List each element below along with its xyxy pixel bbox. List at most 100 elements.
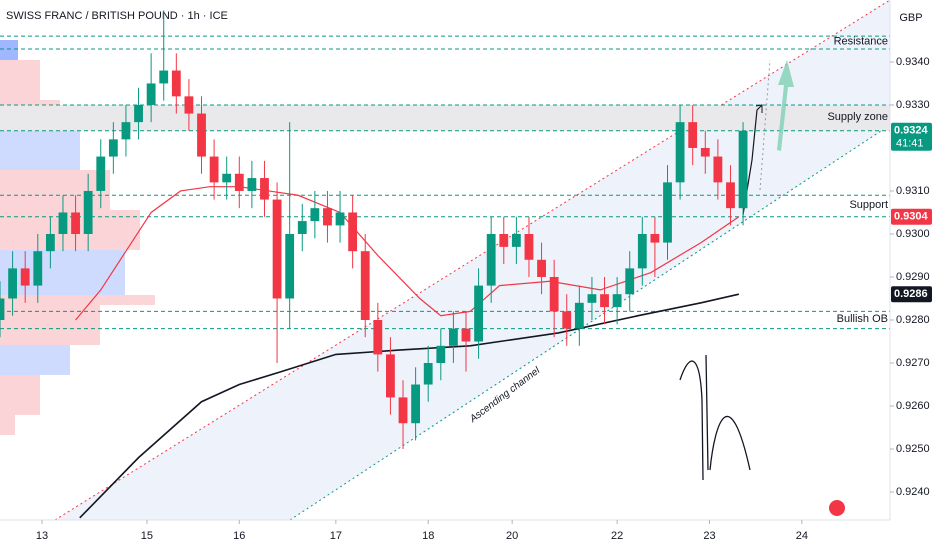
candle-body [134, 104, 143, 123]
chart-title: SWISS FRANC / BRITISH POUND · 1h · ICE [6, 10, 228, 22]
candle-body [726, 182, 735, 209]
candle-body [713, 156, 723, 183]
x-tick-label: 17 [330, 530, 342, 542]
candle-body [398, 397, 408, 424]
x-tick-label: 23 [703, 530, 715, 542]
candle-body [184, 96, 194, 114]
x-tick-label: 22 [611, 530, 623, 542]
candle-body [474, 285, 483, 342]
candle-body [587, 294, 597, 303]
candle-body [197, 113, 206, 157]
candle-body [486, 233, 496, 286]
candle-body [738, 130, 748, 209]
candle-body [637, 233, 647, 269]
projection-dotted [759, 59, 771, 191]
price-badge-label: 0.9286 [894, 288, 928, 300]
sketch [679, 354, 751, 481]
x-tick-label: 15 [141, 530, 153, 542]
target-arrow [777, 60, 794, 151]
candle-body [688, 122, 698, 148]
candle-body [461, 328, 471, 342]
y-tick-label: 0.9330 [896, 99, 930, 111]
zone-label: Bullish OB [837, 313, 888, 325]
y-tick-label: 0.9280 [896, 314, 930, 326]
channel-upper [54, 0, 891, 521]
candle-body [234, 173, 244, 191]
zone-label: Supply zone [827, 111, 888, 123]
candle-body [600, 294, 609, 308]
candle-body [448, 328, 458, 346]
candle-body [650, 233, 660, 243]
price-badge-label: 0.9324 [894, 125, 929, 137]
candle-body [8, 268, 18, 299]
candle-body [96, 156, 106, 191]
candle-body [625, 268, 635, 295]
candle-body [499, 233, 509, 247]
candle-body [663, 182, 672, 243]
candle-body [549, 276, 559, 312]
moving-average [79, 293, 740, 519]
candle-body [209, 156, 219, 183]
candle-body [562, 311, 572, 329]
candle-body [537, 259, 546, 277]
currency: GBP [899, 12, 922, 24]
candle-body [146, 83, 156, 105]
candle-body [45, 233, 55, 252]
price-badge [891, 122, 932, 151]
candle-body [436, 345, 446, 364]
y-tick-label: 0.9290 [896, 271, 930, 283]
candle-body [0, 298, 5, 320]
event-icon[interactable] [829, 500, 845, 516]
x-tick-label: 20 [506, 530, 518, 542]
x-tick-label: 16 [233, 530, 245, 542]
y-tick-label: 0.9250 [896, 443, 930, 455]
y-tick-label: 0.9340 [896, 56, 930, 68]
y-tick-label: 0.9310 [896, 185, 930, 197]
price-badge-label: 0.9304 [894, 211, 929, 223]
candle-body [511, 233, 521, 247]
candle-body [411, 384, 421, 424]
candle-body [121, 122, 131, 140]
candle-body [20, 268, 30, 286]
projection-arrow [742, 104, 763, 216]
price-badge [891, 208, 932, 225]
candle-body [247, 178, 257, 191]
candle-body [612, 294, 622, 308]
zone-label: Support [849, 199, 888, 211]
arrow-head [755, 104, 763, 113]
x-tick-label: 18 [422, 530, 434, 542]
y-tick-label: 0.9240 [896, 486, 930, 498]
candle-body [272, 199, 282, 299]
price-badge-timer: 41:41 [896, 138, 924, 150]
candle-body [71, 212, 80, 234]
candle-body [335, 212, 345, 226]
candle-body [700, 147, 710, 157]
candle-body [33, 251, 43, 286]
candle-body [222, 173, 232, 183]
y-tick-label: 0.9260 [896, 400, 930, 412]
candle-body [159, 70, 169, 84]
candle-body [423, 363, 433, 385]
candle-body [348, 212, 358, 252]
candle-body [83, 190, 93, 234]
zone-label: Resistance [834, 35, 888, 47]
candle-body [386, 354, 395, 398]
price-badge [891, 286, 932, 303]
candle-body [524, 233, 534, 260]
y-tick-label: 0.9270 [896, 357, 930, 369]
candle-body [310, 208, 320, 222]
candle-body [58, 212, 68, 234]
zone-fill [0, 104, 890, 131]
candle-body [285, 233, 295, 299]
candle-body [675, 122, 685, 183]
candle-body [373, 320, 383, 355]
candle-body [297, 221, 307, 234]
candle-body [171, 70, 181, 97]
candle-body [360, 251, 370, 320]
candle-body [574, 302, 584, 329]
candle-body [323, 208, 332, 226]
y-tick-label: 0.9300 [896, 228, 930, 240]
candle-body [108, 139, 118, 157]
x-tick-label: 13 [36, 530, 48, 542]
